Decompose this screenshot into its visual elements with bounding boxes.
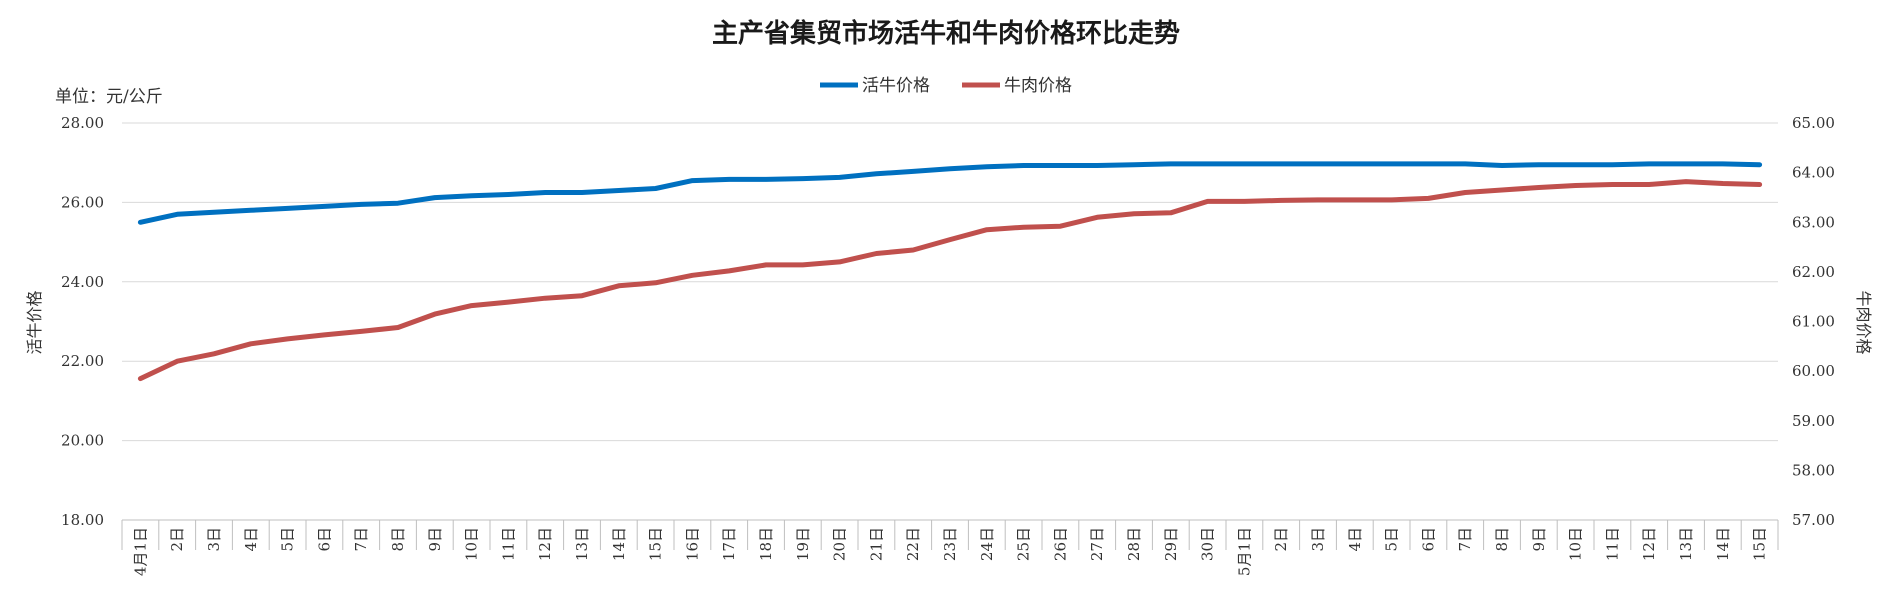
x-tick-label: 7日 [1456,527,1474,552]
x-tick-label: 3日 [205,527,223,552]
x-tick-label: 6日 [315,527,333,552]
y2-tick-label: 60.00 [1792,362,1835,380]
y2-tick-label: 63.00 [1792,213,1835,231]
chart-title: 主产省集贸市场活牛和牛肉价格环比走势 [712,18,1180,49]
x-tick-label: 13日 [1677,527,1695,561]
x-tick-label: 6日 [1419,527,1437,552]
x-tick-label: 17日 [720,527,738,561]
x-tick-label: 5月1日 [1235,527,1253,576]
series-line-live-cattle [137,161,1763,225]
x-tick-label: 2日 [168,527,186,552]
right-y-axis: 57.00 58.00 59.00 60.00 61.00 62.00 63.00 64.00… [1792,114,1835,529]
x-tick-label: 4月1日 [131,527,149,576]
x-tick-label: 10日 [463,527,481,561]
x-tick-label: 20日 [831,527,849,561]
legend: 活牛价格 牛肉价格 [820,76,1072,96]
y2-tick-label: 58.00 [1792,461,1835,479]
x-tick-label: 12日 [1640,527,1658,561]
x-tick-label: 10日 [1567,527,1585,561]
x-tick-label: 12日 [536,527,554,561]
y-tick-label: 20.00 [61,432,104,450]
x-tick-label: 9日 [426,527,444,552]
x-tick-label: 24日 [978,527,996,561]
right-y-axis-title: 牛肉价格 [1854,290,1873,354]
x-axis: 4月1日 2日 3日 4日 5日 6日 7日 8日 9日 10日 11日 12日 13日 14日 15日 16… [121,519,1779,576]
x-tick-label: 5日 [279,527,297,552]
left-y-axis: 18.00 20.00 22.00 24.00 26.00 28.00 [61,114,104,529]
x-tick-label: 13日 [573,527,591,561]
legend-label-live-cattle: 活牛价格 [862,76,930,96]
x-tick-label: 4日 [242,527,260,552]
unit-label: 单位：元/公斤 [55,87,163,107]
gridlines [122,122,1778,521]
x-tick-label: 7日 [352,527,370,552]
y-tick-label: 24.00 [61,273,104,291]
left-y-axis-title: 活牛价格 [25,290,44,354]
x-tick-label: 14日 [610,527,628,561]
x-tick-label: 4日 [1346,527,1364,552]
y2-tick-label: 61.00 [1792,313,1835,331]
x-tick-label: 28日 [1125,527,1143,561]
series-layer [137,161,1763,382]
x-tick-label: 11日 [499,527,517,561]
x-tick-label: 8日 [1493,527,1511,552]
x-tick-label: 3日 [1309,527,1327,552]
x-tick-label: 5日 [1383,527,1401,552]
x-tick-label: 27日 [1088,527,1106,561]
legend-label-beef: 牛肉价格 [1004,76,1072,96]
x-tick-label: 26日 [1051,527,1069,561]
x-tick-label: 23日 [941,527,959,561]
x-tick-label: 18日 [757,527,775,561]
x-tick-label: 29日 [1162,527,1180,561]
y-tick-label: 28.00 [61,114,104,132]
x-tick-label: 19日 [794,527,812,561]
y2-tick-label: 57.00 [1792,511,1835,529]
y2-tick-label: 59.00 [1792,412,1835,430]
x-tick-label: 21日 [867,527,885,561]
y-tick-label: 22.00 [61,352,104,370]
x-tick-label: 22日 [904,527,922,561]
y-tick-label: 18.00 [61,511,104,529]
y-tick-label: 26.00 [61,193,104,211]
x-tick-label: 14日 [1714,527,1732,561]
y2-tick-label: 62.00 [1792,263,1835,281]
x-tick-label: 2日 [1272,527,1290,552]
x-tick-label: 9日 [1530,527,1548,552]
series-line-beef [137,179,1763,382]
x-tick-label: 11日 [1603,527,1621,561]
x-tick-label: 8日 [389,527,407,552]
x-tick-label: 30日 [1199,527,1217,561]
y2-tick-label: 64.00 [1792,164,1835,182]
y2-tick-label: 65.00 [1792,114,1835,132]
x-tick-label: 15日 [1751,527,1769,561]
x-tick-label: 25日 [1015,527,1033,561]
x-tick-label: 16日 [683,527,701,561]
x-tick-label: 15日 [647,527,665,561]
